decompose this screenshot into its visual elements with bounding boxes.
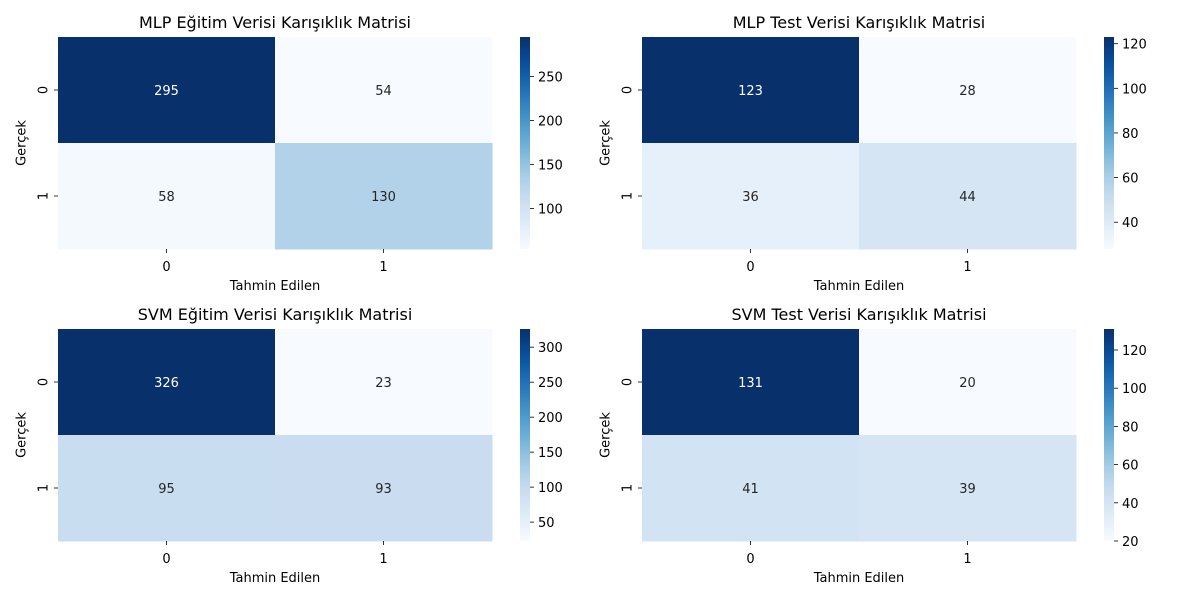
y-axis-label: Gerçek — [599, 120, 614, 166]
cell-value-r1-c0: 58 — [158, 190, 175, 205]
y-tick-label: 1 — [621, 484, 636, 492]
heatmap-cell-r1-c0 — [58, 143, 276, 250]
cell-value-r0-c0: 123 — [738, 84, 763, 99]
colorbar-tick-label: 200 — [538, 115, 563, 130]
heatmap-cell-r1-c0 — [642, 435, 860, 542]
chart-title: SVM Eğitim Verisi Karışıklık Matrisi — [138, 305, 413, 324]
heatmap-cell-r1-c1 — [859, 143, 1077, 250]
x-tick-label: 1 — [379, 260, 387, 275]
colorbar — [1104, 329, 1114, 541]
x-tick-label: 0 — [162, 552, 170, 567]
heatmap-panel-3: SVM Eğitim Verisi Karışıklık Matrisi 326 2… — [15, 305, 563, 586]
cell-value-r0-c1: 23 — [375, 376, 392, 391]
y-axis-label: Gerçek — [15, 120, 30, 166]
colorbar — [1104, 37, 1114, 249]
colorbar-tick-label: 60 — [1122, 459, 1139, 474]
colorbar — [520, 37, 530, 249]
y-tick-label: 0 — [621, 86, 636, 94]
cell-value-r1-c0: 95 — [158, 482, 175, 497]
heatmap-panel-1: MLP Eğitim Verisi Karışıklık Matrisi 295 5… — [15, 13, 563, 294]
x-axis-label: Tahmin Edilen — [813, 571, 905, 586]
x-tick-label: 0 — [162, 260, 170, 275]
heatmap-cell-r1-c0 — [642, 143, 860, 250]
colorbar-tick-label: 100 — [1122, 382, 1147, 397]
y-axis-label: Gerçek — [599, 412, 614, 458]
y-tick-label: 1 — [37, 192, 52, 200]
cell-value-r1-c1: 44 — [959, 190, 976, 205]
y-axis-label: Gerçek — [15, 412, 30, 458]
chart-title: MLP Eğitim Verisi Karışıklık Matrisi — [139, 13, 411, 32]
heatmap-cell-r0-c1 — [275, 329, 493, 436]
y-tick-label: 1 — [621, 192, 636, 200]
x-tick-label: 0 — [746, 552, 754, 567]
cell-value-r0-c0: 131 — [738, 376, 763, 391]
colorbar-tick-label: 150 — [538, 446, 563, 461]
x-axis-label: Tahmin Edilen — [229, 571, 321, 586]
cell-value-r1-c1: 39 — [959, 482, 976, 497]
cell-value-r1-c0: 41 — [742, 482, 759, 497]
chart-title: MLP Test Verisi Karışıklık Matrisi — [733, 13, 986, 32]
chart-title: SVM Test Verisi Karışıklık Matrisi — [731, 305, 986, 324]
cell-value-r1-c0: 36 — [742, 190, 759, 205]
y-tick-label: 1 — [37, 484, 52, 492]
colorbar-tick-label: 100 — [538, 481, 563, 496]
heatmap-panel-4: SVM Test Verisi Karışıklık Matrisi 131 20 4… — [599, 305, 1147, 586]
colorbar-tick-label: 80 — [1122, 127, 1139, 142]
colorbar-tick-label: 250 — [538, 71, 563, 86]
x-axis-label: Tahmin Edilen — [813, 279, 905, 294]
heatmap-cell-r1-c1 — [275, 143, 493, 250]
cell-value-r0-c0: 326 — [154, 376, 179, 391]
colorbar-tick-label: 100 — [538, 203, 563, 218]
colorbar-tick-label: 80 — [1122, 420, 1139, 435]
cell-value-r0-c0: 295 — [154, 84, 179, 99]
colorbar — [520, 329, 530, 541]
x-tick-label: 1 — [963, 552, 971, 567]
heatmap-panel-2: MLP Test Verisi Karışıklık Matrisi 123 28 3… — [599, 13, 1147, 294]
heatmap-cell-r0-c0 — [642, 329, 860, 436]
colorbar-tick-label: 100 — [1122, 82, 1147, 97]
colorbar-tick-label: 150 — [538, 159, 563, 174]
x-axis-label: Tahmin Edilen — [229, 279, 321, 294]
heatmap-cell-r0-c1 — [275, 37, 493, 144]
cell-value-r0-c1: 54 — [375, 84, 392, 99]
colorbar-tick-label: 20 — [1122, 535, 1139, 550]
heatmap-cell-r0-c1 — [859, 37, 1077, 144]
heatmap-cell-r1-c1 — [859, 435, 1077, 542]
heatmap-cell-r0-c0 — [58, 37, 276, 144]
heatmap-cell-r1-c1 — [275, 435, 493, 542]
y-tick-label: 0 — [37, 86, 52, 94]
x-tick-label: 1 — [379, 552, 387, 567]
colorbar-tick-label: 250 — [538, 376, 563, 391]
cell-value-r0-c1: 28 — [959, 84, 976, 99]
colorbar-tick-label: 40 — [1122, 497, 1139, 512]
y-tick-label: 0 — [621, 378, 636, 386]
cell-value-r1-c1: 130 — [371, 190, 396, 205]
heatmap-cell-r0-c0 — [58, 329, 276, 436]
x-tick-label: 0 — [746, 260, 754, 275]
heatmap-cell-r0-c0 — [642, 37, 860, 144]
colorbar-tick-label: 300 — [538, 341, 563, 356]
cell-value-r0-c1: 20 — [959, 376, 976, 391]
y-tick-label: 0 — [37, 378, 52, 386]
colorbar-tick-label: 120 — [1122, 38, 1147, 53]
colorbar-tick-label: 40 — [1122, 216, 1139, 231]
colorbar-tick-label: 60 — [1122, 172, 1139, 187]
heatmap-cell-r0-c1 — [859, 329, 1077, 436]
heatmap-cell-r1-c0 — [58, 435, 276, 542]
colorbar-tick-label: 50 — [538, 516, 555, 531]
colorbar-tick-label: 120 — [1122, 344, 1147, 359]
x-tick-label: 1 — [963, 260, 971, 275]
colorbar-tick-label: 200 — [538, 411, 563, 426]
cell-value-r1-c1: 93 — [375, 482, 392, 497]
